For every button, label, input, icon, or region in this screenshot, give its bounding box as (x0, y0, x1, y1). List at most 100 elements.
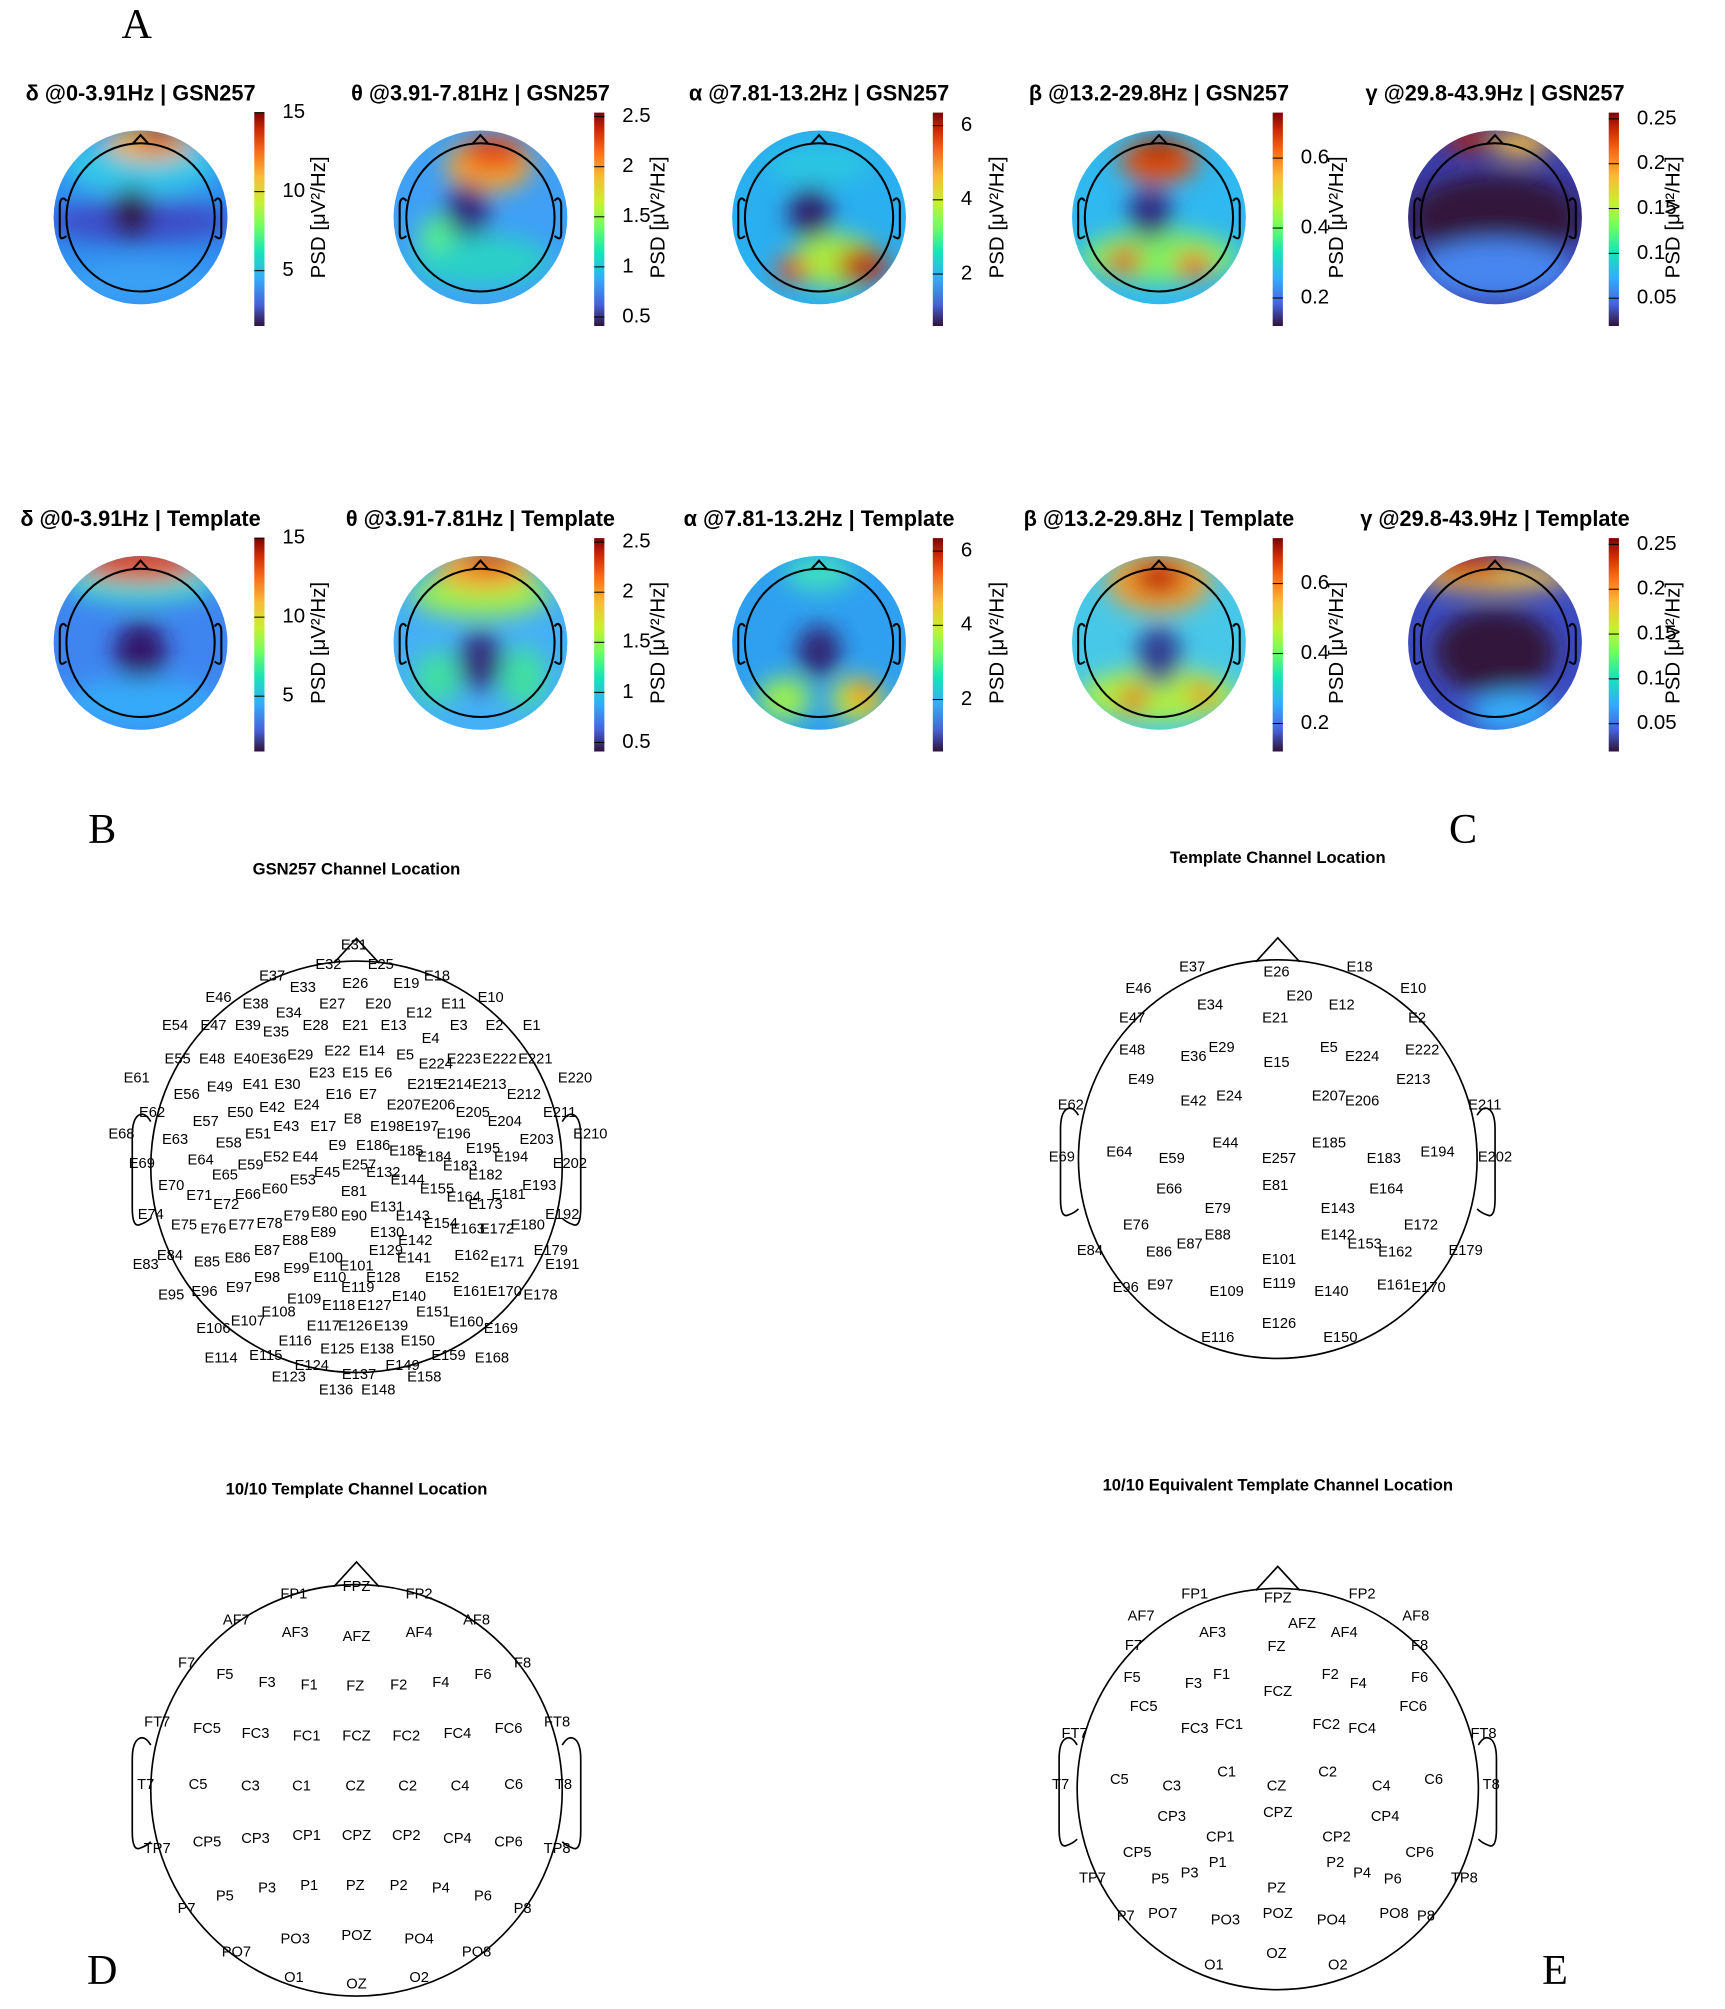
head-circle (743, 142, 895, 293)
scalp-map (1072, 556, 1246, 730)
scalp-map (393, 130, 568, 305)
channel-label: E210 (573, 1127, 607, 1143)
colorbar-tick-label: 0.2 (1301, 711, 1329, 734)
channel-label: P4 (432, 1881, 450, 1897)
channel-label: E21 (342, 1018, 368, 1034)
channel-label: E136 (319, 1382, 353, 1398)
ear (1476, 1107, 1496, 1217)
channel-label: E172 (1404, 1217, 1438, 1233)
channel-label: E212 (507, 1087, 541, 1103)
channel-label: E1 (523, 1018, 541, 1034)
scalp-blob (836, 247, 889, 283)
head-outline (1413, 559, 1577, 719)
channel-label: PO3 (1211, 1913, 1240, 1929)
channel-label: E69 (129, 1156, 155, 1172)
colorbar-tick-label: 0.25 (1637, 106, 1677, 129)
channel-label: E72 (213, 1197, 239, 1213)
channel-label: E15 (342, 1065, 368, 1081)
channel-label: E60 (262, 1182, 288, 1198)
channel-map-title: GSN257 Channel Location (253, 860, 461, 879)
head-circle (1419, 142, 1571, 293)
channel-label: E186 (356, 1138, 390, 1154)
channel-label: E215 (407, 1077, 441, 1093)
channel-label: E89 (310, 1225, 336, 1241)
channel-label: CZ (345, 1778, 365, 1794)
channel-label: E206 (1345, 1093, 1379, 1109)
channel-label: E149 (385, 1358, 419, 1374)
ear (1077, 197, 1086, 240)
channel-label: FCZ (342, 1729, 371, 1745)
channel-label: E159 (431, 1348, 465, 1364)
channel-label: E5 (396, 1047, 414, 1063)
channel-label: CP3 (1157, 1809, 1186, 1825)
channel-label: E155 (420, 1182, 454, 1198)
scalp-blob (1408, 173, 1582, 261)
topomap-title: β @13.2-29.8Hz | GSN257 (1029, 80, 1289, 105)
channel-label: E87 (254, 1243, 280, 1259)
colorbar-label: PSD [μV²/Hz] (1325, 156, 1348, 278)
channel-label: E130 (370, 1225, 404, 1241)
channel-label: O1 (1204, 1957, 1224, 1973)
channel-map-title: 10/10 Template Channel Location (226, 1479, 488, 1498)
scalp-blob (1080, 230, 1238, 283)
channel-label: E21 (1262, 1010, 1288, 1026)
channel-label: E19 (393, 976, 419, 992)
colorbar (1608, 538, 1619, 752)
scalp-blob (62, 260, 219, 305)
scalp-blobs (62, 556, 219, 730)
topomap: γ @29.8-43.9Hz | Template 0.05 0.1 0.15 0.2 0… (1360, 506, 1684, 752)
channel-label: E173 (468, 1197, 502, 1213)
topomap-title: β @13.2-29.8Hz | Template (1024, 506, 1295, 531)
colorbar (254, 538, 265, 752)
scalp-blob (458, 629, 503, 691)
channel-label: E178 (523, 1288, 557, 1304)
head-outline (131, 937, 582, 1374)
channel-label: E223 (447, 1051, 481, 1067)
channel-label: CP4 (443, 1831, 472, 1847)
channel-label: C3 (1162, 1778, 1181, 1794)
channel-label: E61 (124, 1070, 150, 1086)
channel-label: E211 (543, 1105, 576, 1121)
head-outline (1077, 133, 1241, 293)
channel-label: E17 (310, 1119, 336, 1135)
colorbar-tick-label: 0.1 (1637, 241, 1665, 264)
channel-label: E139 (374, 1318, 408, 1334)
scalp-map (1408, 556, 1582, 730)
channel-label: FP2 (406, 1587, 433, 1603)
colorbar-label: PSD [μV²/Hz] (1661, 156, 1684, 278)
channel-label: E51 (245, 1127, 271, 1143)
channel-label: E144 (390, 1173, 424, 1189)
channel-label: AF3 (1199, 1625, 1226, 1641)
scalp-blobs (766, 147, 889, 287)
channel-map-title: 10/10 Equivalent Template Channel Locati… (1103, 1476, 1453, 1495)
channel-label: E220 (558, 1070, 592, 1086)
channel-label: E26 (1263, 964, 1289, 980)
channel-label: C6 (504, 1777, 523, 1793)
channel-label: E29 (1208, 1040, 1234, 1056)
channel-label: E99 (283, 1261, 309, 1277)
channel-label: PZ (346, 1878, 365, 1894)
scalp-blobs (53, 130, 228, 305)
channel-label: E24 (1216, 1088, 1242, 1104)
colorbar-label: PSD [μV²/Hz] (1325, 582, 1348, 704)
channel-label: C2 (1318, 1764, 1337, 1780)
channel-label: E109 (287, 1292, 321, 1308)
channel-label: E20 (1286, 989, 1312, 1005)
scalp-blob (775, 256, 811, 283)
ear (1568, 622, 1577, 665)
channel-label: E59 (1159, 1151, 1185, 1167)
channel-label: C1 (1217, 1764, 1236, 1780)
colorbar-tick-label: 0.1 (1637, 666, 1665, 689)
head-circle (149, 960, 564, 1374)
channel-label: E169 (484, 1321, 518, 1337)
channel-label: E66 (1156, 1182, 1182, 1198)
channel-label: E80 (311, 1205, 337, 1221)
ear (398, 197, 408, 240)
channel-label: E151 (416, 1304, 450, 1320)
colorbar-tick-label: 4 (961, 187, 972, 210)
colorbar-tick-label: 1.5 (622, 204, 650, 227)
head-circle (743, 567, 895, 719)
channel-label: E10 (478, 990, 504, 1006)
channel-label: F2 (390, 1677, 407, 1693)
